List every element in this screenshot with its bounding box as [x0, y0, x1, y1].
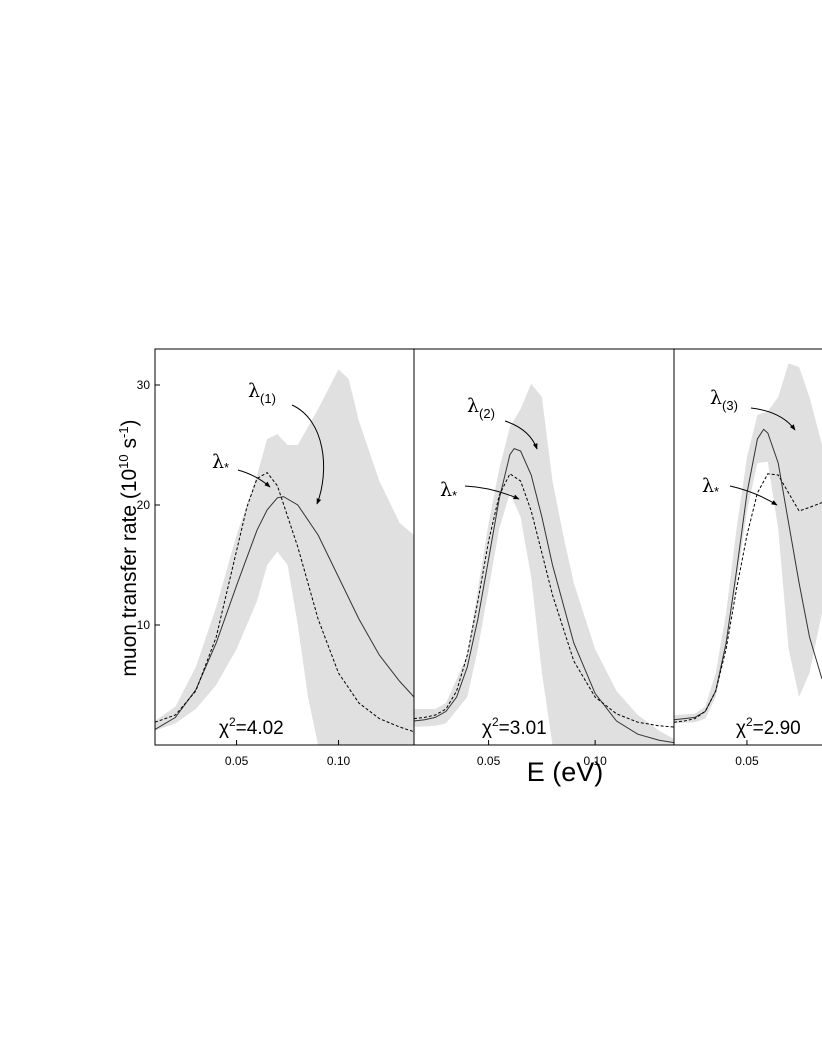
series-line-lambda-2: [414, 447, 674, 744]
annotation-lambda-star: λ*: [440, 479, 457, 503]
series-line-lambda-star: [414, 473, 674, 728]
panel-1: 0.05 0.10 χ2=4.02 λ(1) λ*: [154, 348, 415, 768]
annotation-arrow-lambda-2: [504, 420, 538, 450]
panel-3: 0.05 χ2=2.90 λ(3) λ*: [673, 348, 822, 768]
annotation-arrow-lambda-star: [729, 485, 778, 506]
x-tick-label: 0.05: [477, 754, 501, 768]
annotation-arrow-lambda-star: [237, 469, 271, 488]
y-tick-label: 30: [137, 378, 151, 392]
series-line-lambda-star: [674, 473, 822, 723]
uncertainty-band: [155, 369, 414, 745]
annotation-arrow-lambda-star: [464, 485, 520, 500]
uncertainty-band: [414, 383, 674, 745]
x-tick-label: 0.10: [327, 754, 351, 768]
y-axis-label: muon transfer rate (1010 s-1): [116, 419, 141, 676]
series-line-lambda-star: [155, 471, 414, 733]
annotation-lambda-star: λ*: [702, 475, 719, 499]
uncertainty-band: [674, 363, 822, 724]
annotation-lambda-star: λ*: [212, 451, 229, 475]
annotation-lambda-1: λ(1): [248, 380, 276, 406]
panel-2: 0.05 0.10 χ2=3.01 λ(2) λ*: [413, 348, 675, 768]
chi-square-label: χ2=2.90: [736, 715, 801, 739]
x-tick-label: 0.10: [583, 754, 607, 768]
plot-frame: [673, 348, 822, 746]
annotation-arrow-lambda-3: [750, 407, 796, 431]
annotation-lambda-3: λ(3): [710, 387, 738, 413]
chi-square-label: χ2=4.02: [219, 715, 284, 739]
x-axis-label: E (eV): [527, 757, 604, 787]
annotation-arrow-lambda-1: [291, 404, 325, 505]
x-tick-label: 0.05: [225, 754, 249, 768]
y-tick-label: 10: [137, 618, 151, 632]
x-tick-label: 0.05: [735, 754, 759, 768]
series-line-lambda-1: [155, 496, 414, 730]
chi-square-label: χ2=3.01: [482, 715, 547, 739]
y-tick-label: 20: [137, 498, 151, 512]
annotation-lambda-2: λ(2): [467, 395, 495, 421]
